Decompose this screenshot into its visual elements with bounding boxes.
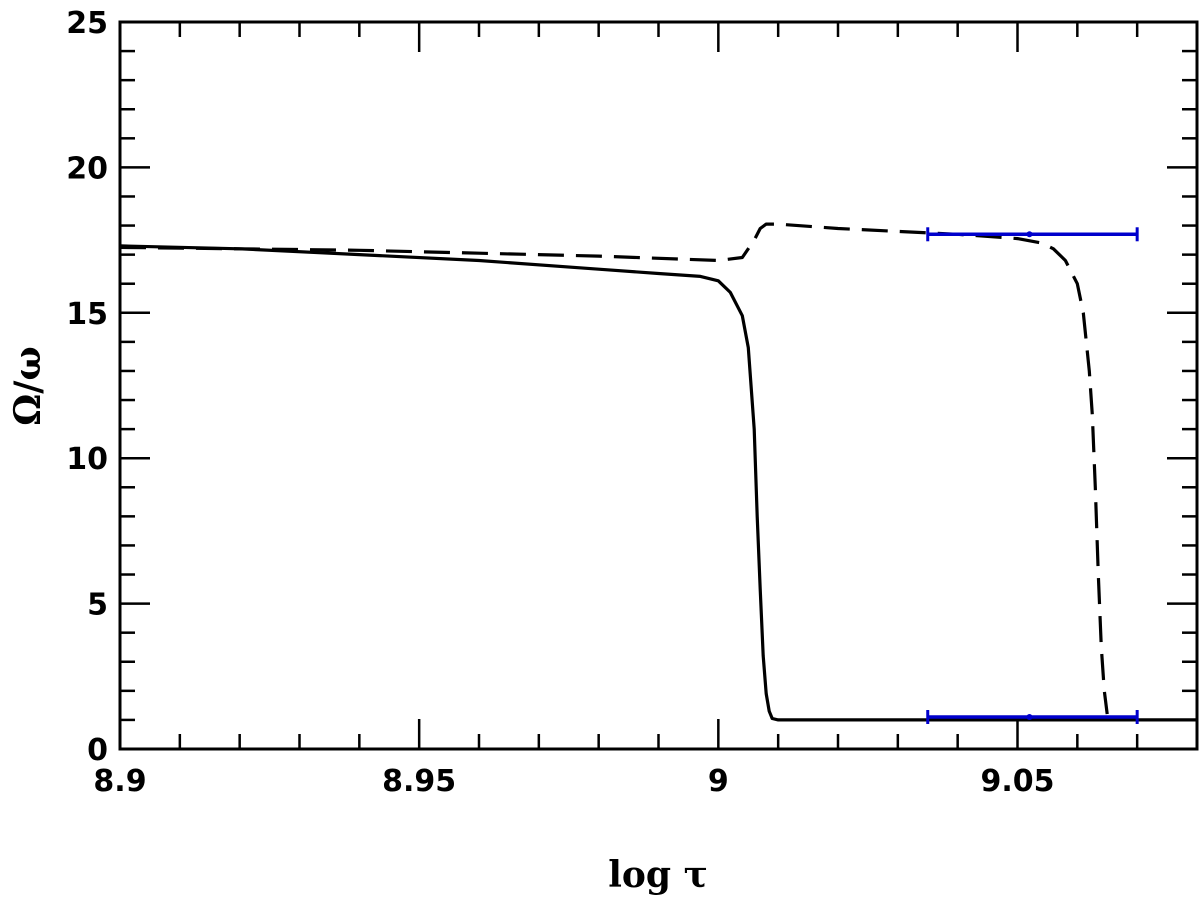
- error-bar: [926, 227, 1139, 242]
- x-axis-label: log τ: [608, 854, 708, 896]
- solid-series-line: [119, 244, 1197, 722]
- x-tick-label: 8.9: [93, 764, 146, 799]
- y-axis-label: Ω/ω: [7, 346, 49, 425]
- error-bar: [926, 710, 1139, 725]
- y-tick-label: 15: [66, 297, 108, 332]
- series: [119, 222, 1197, 722]
- ticks: [118, 20, 1199, 751]
- x-tick-label: 8.95: [382, 764, 456, 799]
- dashed-series-line: [119, 222, 1109, 715]
- tick-labels: 8.9 8.95 9 9.05 0 5 10 15 20 25: [66, 6, 1054, 799]
- error-bar-center: [1026, 714, 1033, 721]
- error-bars: [926, 227, 1139, 725]
- y-tick-label: 5: [87, 588, 108, 623]
- x-tick-label: 9: [708, 764, 729, 799]
- error-bar-center: [1026, 231, 1033, 238]
- plot-frame: [118, 20, 1199, 751]
- y-tick-label: 25: [66, 6, 108, 41]
- y-tick-label: 20: [66, 151, 108, 186]
- x-tick-label: 9.05: [980, 764, 1054, 799]
- y-tick-label: 0: [87, 733, 108, 768]
- y-tick-label: 10: [66, 442, 108, 477]
